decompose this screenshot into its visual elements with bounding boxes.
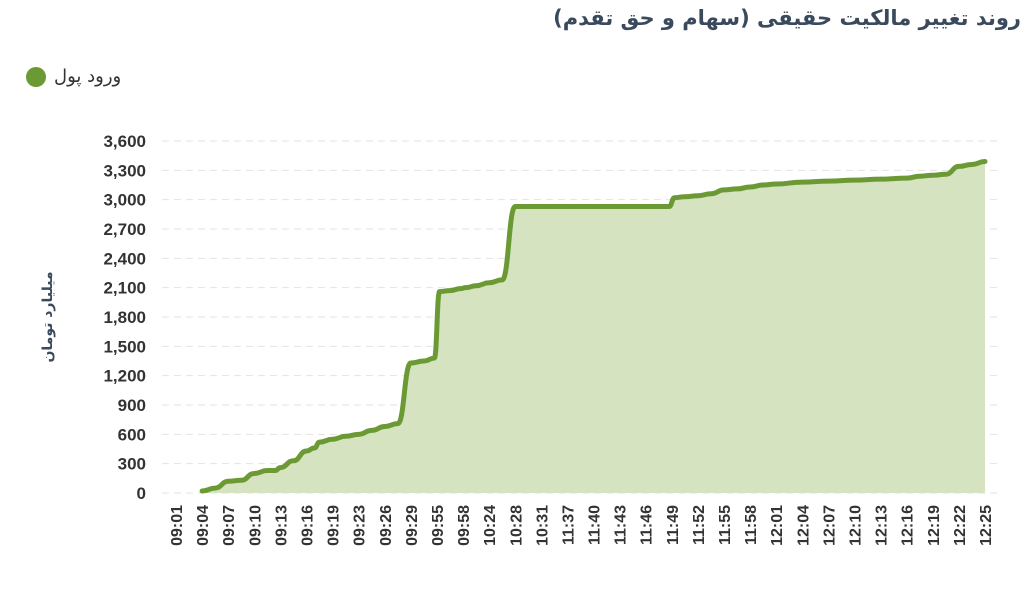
x-tick-label: 09:58: [456, 505, 473, 546]
y-tick-label: 900: [118, 396, 146, 415]
x-tick-label: 11:55: [717, 505, 734, 545]
x-tick-label: 09:26: [378, 505, 395, 546]
y-tick-label: 2,400: [103, 249, 146, 268]
x-tick-label: 12:25: [978, 505, 995, 546]
x-tick-label: 09:23: [352, 505, 369, 546]
x-tick-label: 09:29: [404, 505, 421, 546]
x-tick-label: 11:37: [560, 505, 577, 545]
y-tick-label: 300: [118, 455, 146, 474]
x-tick-label: 12:07: [821, 505, 838, 546]
x-tick-label: 09:19: [326, 505, 343, 546]
y-tick-label: 3,000: [103, 191, 146, 210]
x-tick-label: 11:58: [743, 505, 760, 545]
legend-label: ورود پول: [54, 66, 122, 87]
y-tick-label: 3,300: [103, 161, 146, 180]
y-tick-label: 2,700: [103, 220, 146, 239]
x-tick-label: 10:24: [482, 505, 499, 546]
x-tick-label: 12:10: [848, 505, 865, 546]
y-tick-label: 1,200: [103, 367, 146, 386]
x-tick-label: 11:40: [587, 505, 604, 545]
chart-title: روند تغییر مالکیت حقیقی (سهام و حق تقدم): [553, 6, 1021, 30]
x-axis: 09:01 09:04 09:07 09:10 09:13 09:16 09:19 09:23…: [169, 505, 995, 546]
legend-marker: [26, 66, 46, 87]
y-tick-label: 1,500: [103, 337, 146, 356]
x-tick-label: 11:49: [665, 505, 682, 545]
x-tick-label: 09:07: [221, 505, 238, 546]
x-tick-label: 12:19: [926, 505, 943, 546]
x-tick-label: 11:52: [691, 505, 708, 545]
y-tick-label: 600: [118, 425, 146, 444]
x-tick-label: 12:22: [952, 505, 969, 546]
x-tick-label: 10:28: [508, 505, 525, 546]
x-tick-label: 09:01: [169, 505, 186, 546]
x-tick-label: 11:43: [613, 505, 630, 545]
x-tick-label: 09:13: [273, 505, 290, 546]
y-tick-label: 3,600: [103, 132, 146, 151]
x-tick-label: 12:01: [769, 505, 786, 546]
y-tick-label: 0: [137, 484, 146, 503]
x-tick-label: 12:16: [900, 505, 917, 546]
x-tick-label: 09:16: [299, 505, 316, 546]
series-line: [199, 159, 988, 494]
series-area-fill: [202, 161, 985, 494]
legend-item[interactable]: ورود پول: [26, 66, 121, 87]
x-tick-label: 12:04: [795, 505, 812, 546]
x-tick-label: 10:31: [534, 505, 551, 546]
x-tick-label: 09:55: [430, 505, 447, 546]
x-tick-label: 12:13: [874, 505, 891, 546]
x-tick-label: 09:10: [247, 505, 264, 546]
x-tick-label: 11:46: [639, 505, 656, 545]
y-tick-label: 2,100: [103, 279, 146, 298]
y-axis: 0 300 600 900 1,200 1,500 1,800 2,100 2,400 2,700…: [103, 132, 146, 503]
x-tick-label: 09:04: [195, 505, 212, 546]
y-axis-title: میلیارد تومان: [40, 271, 56, 362]
y-tick-label: 1,800: [103, 308, 146, 327]
